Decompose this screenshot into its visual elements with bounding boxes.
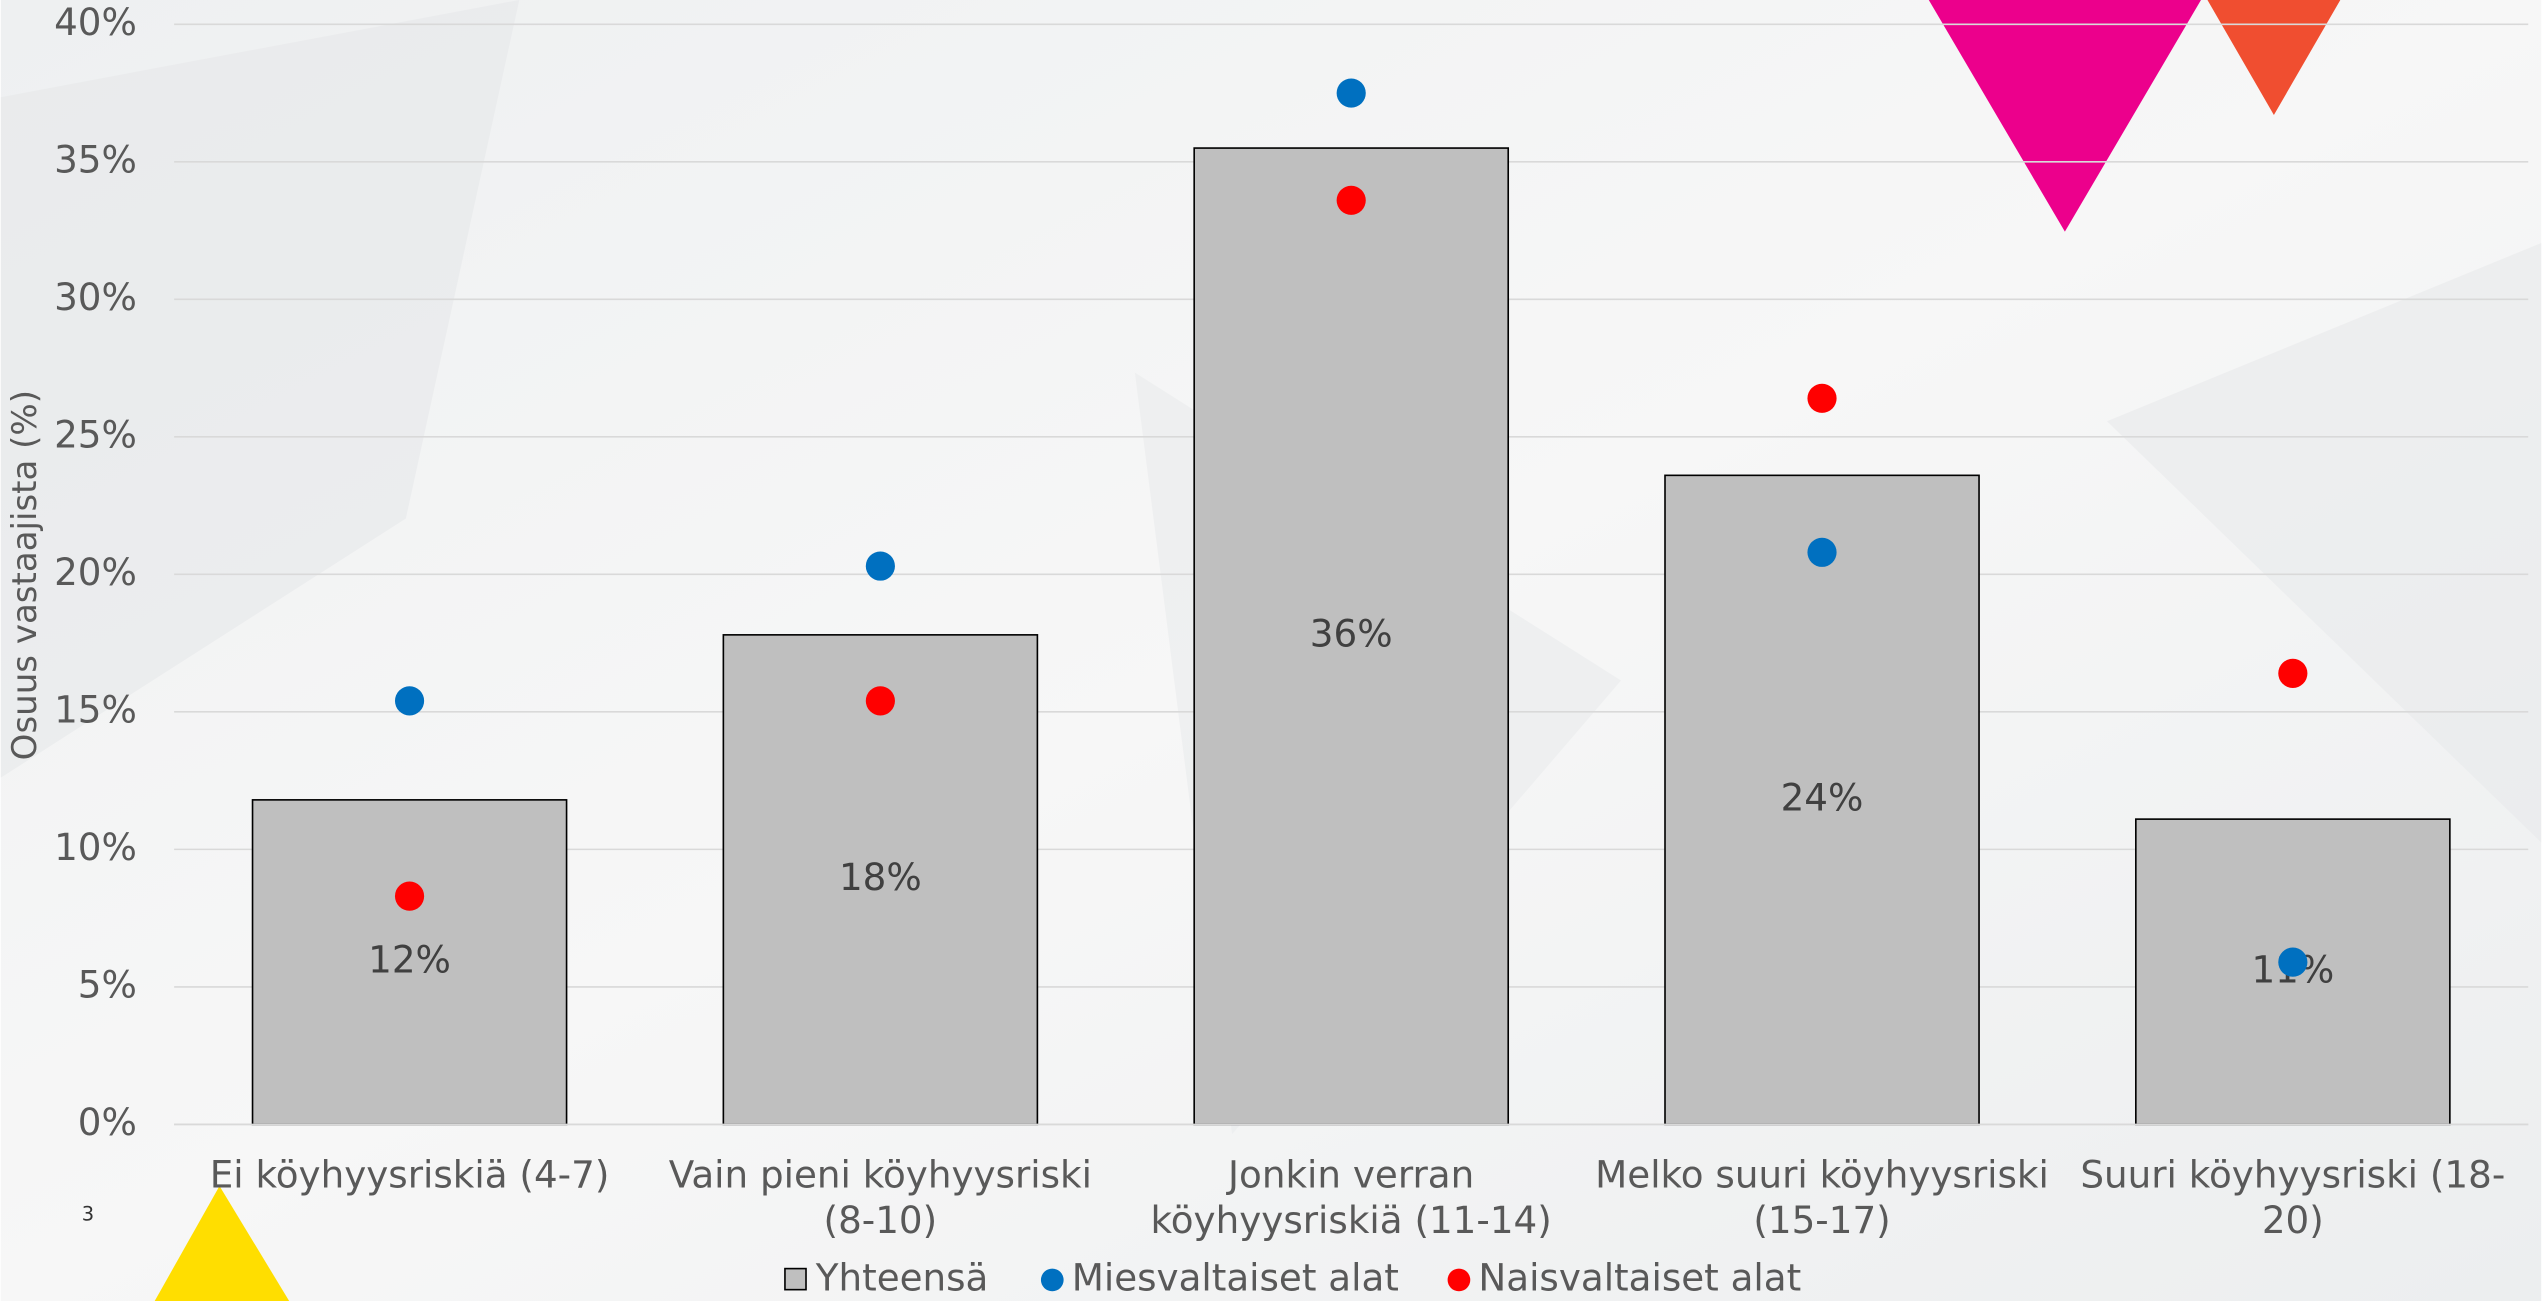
legend-label: Yhteensä <box>815 1255 989 1299</box>
x-tick-label-box: Vain pieni köyhyysriski (8-10) <box>647 1154 1115 1258</box>
x-tick-label: Jonkin verran köyhyysriskiä (11-14) <box>1117 1154 1585 1245</box>
y-tick-label: 30% <box>54 275 137 319</box>
page-number: 3 <box>82 1203 94 1226</box>
point <box>395 686 424 715</box>
legend: Yhteensä Miesvaltaiset alat Naisvaltaiset … <box>785 1255 1801 1299</box>
x-tick-label-box: Ei köyhyysriskiä (4-7) <box>176 1154 644 1258</box>
x-tick-label-box: Melko suuri köyhyysriski (15-17) <box>1588 1154 2056 1258</box>
point <box>1807 384 1836 413</box>
legend-swatch <box>1041 1269 1064 1292</box>
data-label: 24% <box>1781 775 1864 819</box>
point <box>1337 78 1366 107</box>
point <box>1807 538 1836 567</box>
legend-swatch <box>785 1269 806 1290</box>
y-axis-title: Osuus vastaajista (%) <box>5 390 45 760</box>
point <box>1337 186 1366 215</box>
data-label: 18% <box>839 855 922 899</box>
point <box>395 882 424 911</box>
x-tick-label: Suuri köyhyysriski (18-20) <box>2059 1154 2527 1245</box>
x-tick-label-box: Suuri köyhyysriski (18-20) <box>2059 1154 2527 1258</box>
y-tick-label: 10% <box>54 825 137 869</box>
y-tick-label: 25% <box>54 412 137 456</box>
y-tick-label: 40% <box>54 0 137 44</box>
point <box>866 552 895 581</box>
y-tick-label: 20% <box>54 550 137 594</box>
legend-swatch <box>1448 1269 1471 1292</box>
chart: 3 Osuus vastaajista (%) Yhteensä Miesvalt… <box>0 0 2542 1301</box>
y-tick-label: 5% <box>78 962 137 1006</box>
point <box>2278 659 2307 688</box>
y-tick-label: 35% <box>54 137 137 181</box>
x-tick-label: Vain pieni köyhyysriski (8-10) <box>647 1154 1115 1245</box>
y-tick-label: 0% <box>78 1100 137 1144</box>
point <box>866 686 895 715</box>
legend-label: Naisvaltaiset alat <box>1478 1255 1801 1299</box>
x-tick-label: Ei köyhyysriskiä (4-7) <box>176 1154 644 1199</box>
legend-label: Miesvaltaiset alat <box>1072 1255 1399 1299</box>
data-label: 36% <box>1310 612 1393 656</box>
x-tick-label-box: Jonkin verran köyhyysriskiä (11-14) <box>1117 1154 1585 1258</box>
y-tick-label: 15% <box>54 687 137 731</box>
x-tick-label: Melko suuri köyhyysriski (15-17) <box>1588 1154 2056 1245</box>
point <box>2278 948 2307 977</box>
data-label: 12% <box>368 938 451 982</box>
